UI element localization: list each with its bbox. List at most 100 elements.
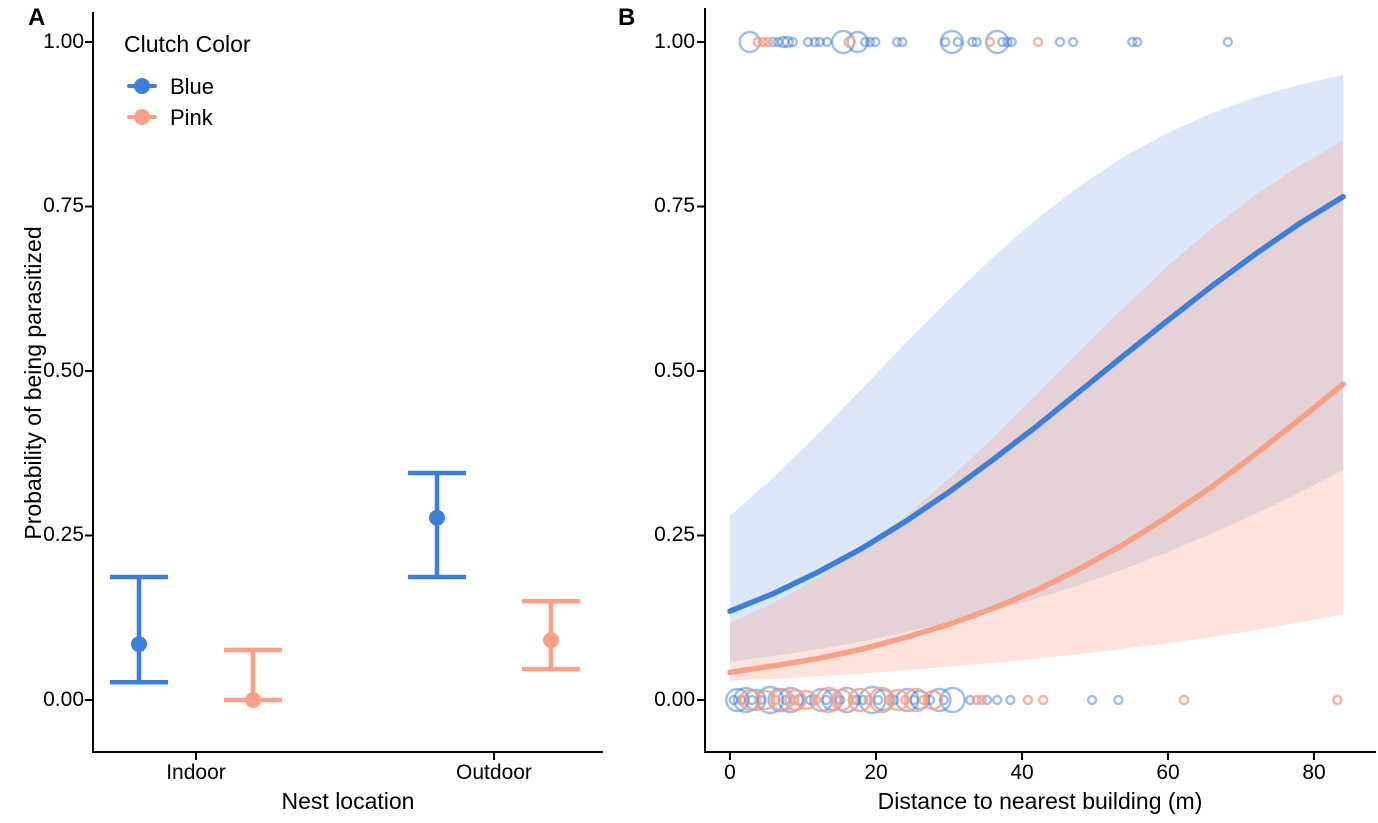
legend-key-blue bbox=[127, 78, 157, 94]
panel-b-observation-point-pink bbox=[754, 689, 776, 711]
panel-a-ytick-0.00: 0.00 bbox=[43, 688, 84, 711]
panel-b-xtick-20: 20 bbox=[864, 761, 888, 784]
panel-b-observation-point-blue bbox=[870, 36, 881, 48]
panel-b-observation-point-blue bbox=[821, 694, 832, 706]
panel-b-observation-point-blue bbox=[991, 694, 1003, 706]
panel-b-observation-point-blue bbox=[767, 36, 779, 48]
panel-b-observation-point-pink bbox=[886, 688, 910, 712]
panel-b-observation-point-blue bbox=[964, 694, 976, 706]
panel-b-observation-point-pink bbox=[922, 689, 944, 711]
panel-b-label: B bbox=[618, 4, 636, 31]
panel-b-observation-point-blue bbox=[1006, 36, 1017, 48]
panel-b-observation-point-blue bbox=[971, 36, 982, 48]
panel-b-observation-point-pink bbox=[847, 694, 858, 706]
legend-blue-dot-swatch bbox=[134, 78, 150, 94]
panel-a-blue-outdoor-mean-point bbox=[429, 509, 445, 526]
panel-a-xtick-outdoor: Outdoor bbox=[456, 761, 532, 784]
panel-b-observation-point-pink bbox=[976, 694, 988, 706]
panel-b-observation-point-blue bbox=[1067, 36, 1079, 48]
panel-b-observation-point-blue bbox=[859, 36, 871, 48]
panel-b-blue-curve bbox=[727, 193, 1346, 614]
panel-b-observation-point-pink bbox=[739, 688, 762, 712]
panel-a-label: A bbox=[28, 4, 46, 31]
panel-b-observation-point-pink bbox=[1332, 694, 1343, 706]
panel-b-observation-point-blue bbox=[967, 36, 978, 48]
panel-b-observation-point-blue bbox=[891, 36, 903, 48]
panel-b-observation-point-pink bbox=[883, 694, 895, 706]
panel-b-observation-point-pink bbox=[784, 688, 807, 712]
panel-b-observation-point-pink bbox=[971, 694, 982, 706]
panel-b-observation-point-blue bbox=[864, 36, 876, 48]
legend-title: Clutch Color bbox=[124, 31, 251, 57]
panel-b-observation-point-blue bbox=[938, 694, 950, 706]
panel-b-observation-point-blue bbox=[809, 36, 820, 48]
panel-b-xtick-0: 0 bbox=[724, 761, 736, 784]
panel-a-pink-indoor-mean-point bbox=[245, 692, 261, 708]
panel-b-ytick-1.00: 1.00 bbox=[654, 30, 695, 53]
panel-b-observation-point-blue bbox=[787, 36, 798, 48]
panel-b-observation-point-blue bbox=[1054, 36, 1066, 48]
panel-a-x-axis-title: Nest location bbox=[281, 788, 415, 814]
panel-b-observation-point-blue bbox=[1132, 36, 1143, 48]
panel-b-observation-point-blue bbox=[939, 29, 965, 55]
panel-b-xtick-60: 60 bbox=[1156, 761, 1180, 784]
panel-b-observation-point-pink bbox=[831, 694, 842, 706]
panel-b-observation-point-pink bbox=[1037, 694, 1049, 706]
panel-b-blue-confidence-band bbox=[730, 74, 1344, 662]
panel-b-xtick-40: 40 bbox=[1010, 761, 1034, 784]
panel-b-ytick-0.25: 0.25 bbox=[654, 523, 695, 546]
panel-b-observation-point-pink bbox=[1178, 694, 1190, 706]
panel-b-observation-point-blue bbox=[738, 30, 761, 54]
panel-b-observation-point-blue bbox=[1127, 36, 1138, 48]
panel-b-observation-point-pink bbox=[984, 36, 996, 48]
legend-pink-dot-swatch bbox=[134, 109, 150, 125]
panel-a-ytick-1.00: 1.00 bbox=[43, 30, 84, 53]
panel-b-observation-point-pink bbox=[900, 694, 911, 706]
panel-b-ytick-0.00: 0.00 bbox=[654, 688, 695, 711]
panel-b-observation-point-blue bbox=[1005, 694, 1016, 706]
panel-b-observation-point-blue bbox=[1113, 694, 1124, 706]
panel-b-ytick-0.75: 0.75 bbox=[654, 194, 695, 217]
panel-b-observation-point-blue bbox=[997, 36, 1008, 48]
legend-label-pink: Pink bbox=[170, 105, 213, 130]
panel-b-pink-curve bbox=[727, 381, 1346, 676]
panel-b-observation-point-pink bbox=[770, 694, 781, 706]
panel-a-blue-indoor-mean-point bbox=[131, 636, 147, 653]
panel-b-observation-point-pink bbox=[863, 694, 874, 706]
panel-b-observation-point-blue bbox=[857, 694, 869, 706]
panel-b-observation-point-pink bbox=[843, 35, 856, 49]
panel-a-xtick-indoor: Indoor bbox=[166, 761, 226, 784]
panel-b-observation-point-blue bbox=[981, 694, 993, 706]
panel-b-observation-point-pink bbox=[737, 694, 749, 706]
panel-b-observation-point-blue bbox=[846, 30, 869, 54]
panel-b-observation-point-blue bbox=[1086, 694, 1098, 706]
panel-b-pink-confidence-band bbox=[730, 140, 1344, 681]
panel-a-ytick-0.25: 0.25 bbox=[43, 523, 84, 546]
panel-b-observation-point-pink bbox=[918, 694, 929, 706]
panel-b-observation-point-blue bbox=[872, 694, 884, 706]
panel-b-observation-point-pink bbox=[752, 36, 763, 48]
panel-b-ytick-0.50: 0.50 bbox=[654, 359, 695, 382]
panel-b-observation-point-pink bbox=[810, 694, 822, 706]
panel-b-observation-point-blue bbox=[897, 36, 908, 48]
panel-a-ytick-0.75: 0.75 bbox=[43, 194, 84, 217]
panel-b-observation-point-blue bbox=[1222, 36, 1234, 48]
panel-b-observation-point-blue bbox=[802, 36, 814, 48]
panel-b-observation-point-blue bbox=[781, 35, 794, 49]
panel-b-x-axis-title: Distance to nearest building (m) bbox=[877, 788, 1203, 814]
panel-b-observation-point-blue bbox=[940, 36, 951, 48]
panel-a-pink-outdoor-mean-point bbox=[543, 632, 559, 649]
panel-a-ytick-0.50: 0.50 bbox=[43, 359, 84, 382]
panel-b-observation-point-pink bbox=[762, 36, 774, 48]
panel-b-observation-point-pink bbox=[789, 694, 800, 706]
panel-b-observation-point-pink bbox=[757, 36, 769, 48]
legend-key-pink bbox=[127, 109, 157, 125]
panel-b-observation-point-blue bbox=[1002, 36, 1013, 48]
panel-b-xtick-80: 80 bbox=[1302, 761, 1326, 784]
panel-b-observation-point-blue bbox=[939, 686, 966, 714]
panel-b-observation-point-pink bbox=[1032, 36, 1044, 48]
panel-b-observation-point-pink bbox=[1022, 694, 1034, 706]
panel-b-observation-point-blue bbox=[952, 36, 963, 48]
